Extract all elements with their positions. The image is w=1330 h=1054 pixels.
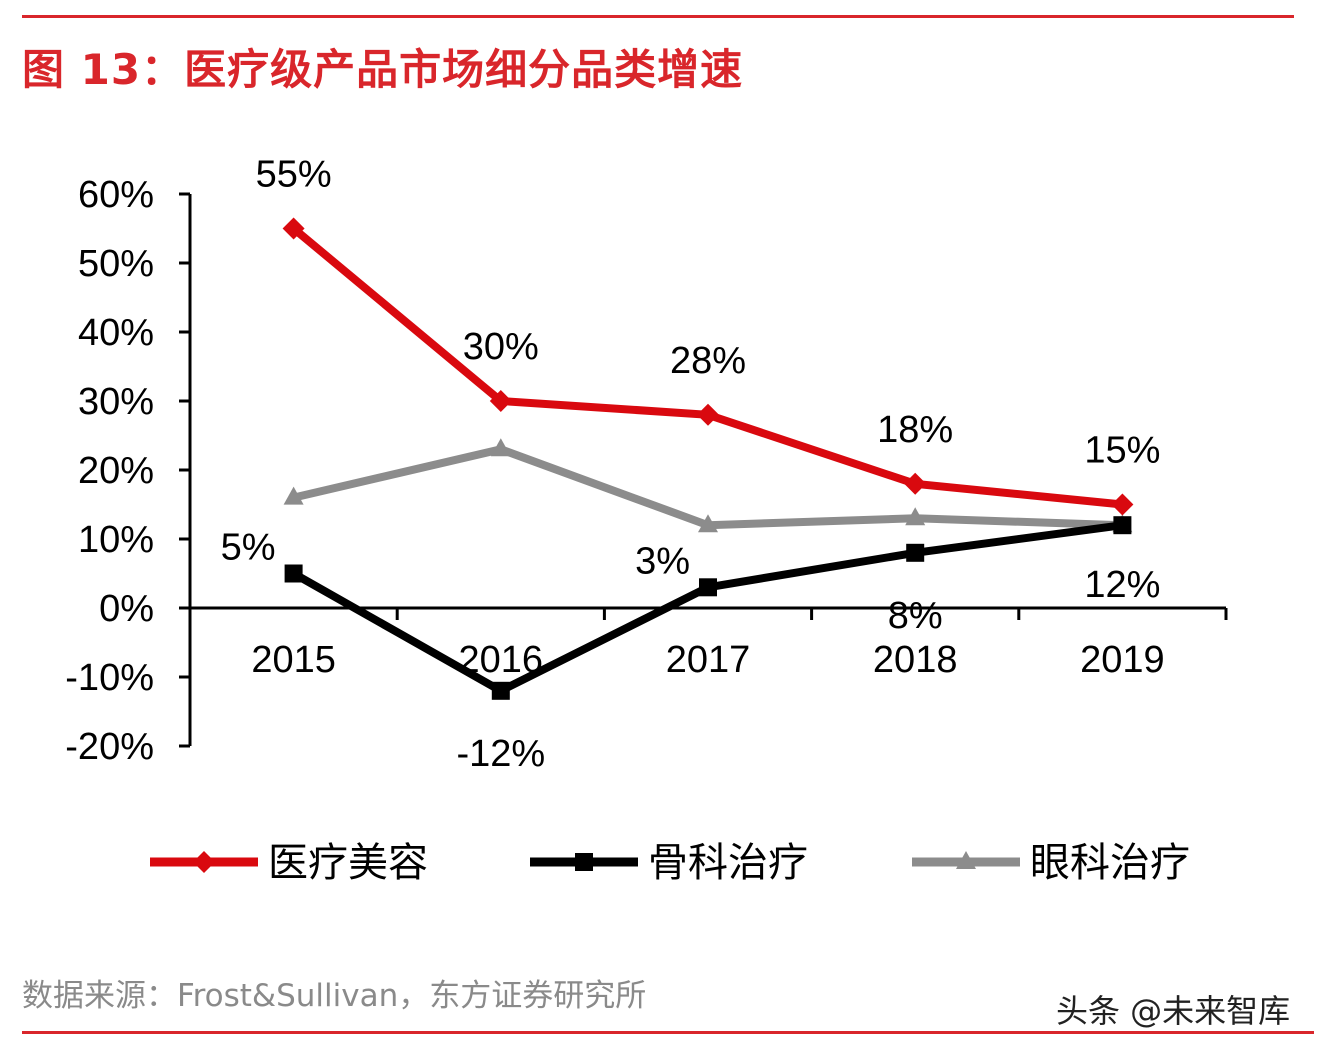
data-point <box>283 486 304 505</box>
data-point <box>284 564 303 583</box>
watermark: 头条 @未来智库 <box>1056 992 1291 1030</box>
data-label: 30% <box>463 326 539 368</box>
data-point <box>490 438 511 457</box>
data-point <box>489 390 512 412</box>
data-label: 3% <box>635 540 690 582</box>
data-label: 28% <box>670 340 746 382</box>
y-tick-label: -20% <box>65 726 154 768</box>
top-rule <box>22 15 1294 18</box>
x-tick-label: 2018 <box>873 639 958 681</box>
series-line-2 <box>292 445 1123 530</box>
x-tick-label: 2015 <box>251 639 336 681</box>
legend-marker <box>193 851 215 873</box>
x-tick-label: 2019 <box>1080 639 1165 681</box>
y-tick-label: 60% <box>78 174 154 216</box>
y-tick-label: 30% <box>78 381 154 423</box>
data-point <box>906 543 925 562</box>
source-note: 数据来源：Frost&Sullivan，东方证券研究所 <box>22 978 647 1014</box>
data-label: 15% <box>1084 430 1160 472</box>
data-label: 18% <box>877 409 953 451</box>
data-label: 55% <box>256 154 332 196</box>
data-label: -12% <box>456 733 545 775</box>
data-point <box>699 578 717 597</box>
data-point <box>905 507 926 526</box>
data-point <box>282 217 305 240</box>
data-label: 5% <box>221 527 276 569</box>
bottom-rule <box>22 1031 1314 1034</box>
y-tick-label: 0% <box>99 588 154 630</box>
data-label: 12% <box>1084 564 1160 606</box>
data-point <box>698 514 718 533</box>
y-tick-label: 20% <box>78 450 154 492</box>
chart-title: 图 13：医疗级产品市场细分品类增速 <box>22 45 744 94</box>
data-point <box>904 472 927 495</box>
data-point <box>1111 493 1134 516</box>
legend-label: 眼科治疗 <box>1030 841 1190 885</box>
data-point <box>1113 516 1132 535</box>
legend-label: 骨科治疗 <box>648 841 808 885</box>
legend-marker <box>956 851 976 869</box>
data-point <box>491 681 510 700</box>
legend-marker <box>575 853 593 871</box>
y-tick-label: 40% <box>78 312 154 354</box>
data-point <box>697 403 719 426</box>
y-tick-label: 10% <box>78 519 154 561</box>
y-tick-label: -10% <box>65 657 154 699</box>
x-tick-label: 2017 <box>666 639 751 681</box>
legend-label: 医疗美容 <box>268 841 428 885</box>
data-label: 8% <box>888 595 943 637</box>
y-tick-label: 50% <box>78 243 154 285</box>
